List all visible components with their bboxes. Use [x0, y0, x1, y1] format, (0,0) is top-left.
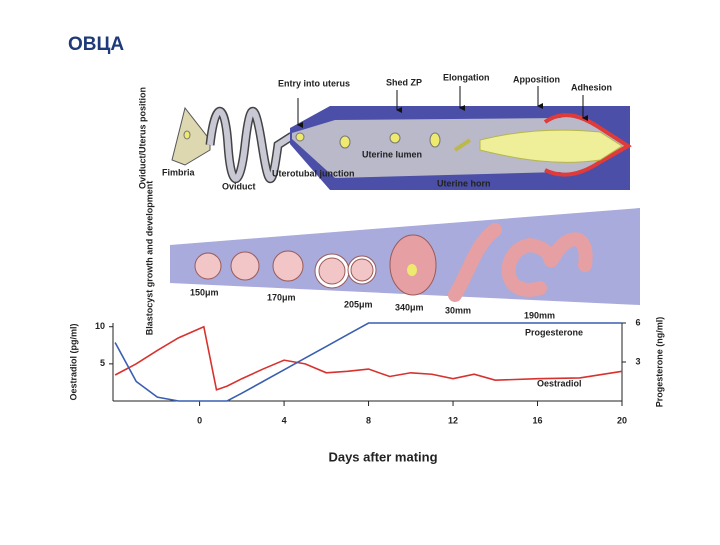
series-label: Oestradiol	[537, 378, 582, 388]
x-tick-label: 0	[197, 415, 202, 425]
label: Shed ZP	[386, 77, 422, 87]
y-tick-label: 5	[100, 358, 105, 368]
series-line	[114, 325, 623, 391]
size-label: 170μm	[267, 292, 296, 302]
label: Entry into uterus	[278, 78, 350, 88]
size-label: 340μm	[395, 302, 424, 312]
series-label: Progesterone	[525, 327, 583, 337]
panel-label: Blastocyst growth and development	[144, 181, 154, 336]
reproductive-tract	[171, 86, 632, 190]
label: Adhesion	[571, 82, 612, 92]
x-tick-label: 4	[282, 415, 287, 425]
x-tick-label: 8	[366, 415, 371, 425]
y2-axis-title: Progesterone (ng/ml)	[654, 317, 664, 408]
label: Oviduct	[222, 181, 256, 191]
label: Elongation	[443, 72, 490, 82]
y-tick-label: 10	[95, 321, 105, 331]
size-label: 30mm	[445, 305, 471, 315]
y2-tick-label: 3	[635, 356, 640, 366]
x-tick-label: 12	[448, 415, 458, 425]
x-axis-title: Days after mating	[328, 449, 437, 464]
blastocyst-panel	[170, 208, 640, 305]
size-label: 190mm	[524, 310, 555, 320]
panel-label: Oviduct/Uterus position	[137, 87, 147, 189]
label: Apposition	[513, 74, 560, 84]
size-label: 150μm	[190, 287, 219, 297]
x-tick-label: 20	[617, 415, 627, 425]
y-axis-title: Oestradiol (pg/ml)	[68, 323, 78, 400]
series-line	[114, 322, 622, 402]
y2-tick-label: 6	[635, 317, 640, 327]
size-label: 205μm	[344, 299, 373, 309]
label: Fimbria	[162, 167, 196, 177]
x-tick-label: 16	[533, 415, 543, 425]
label: Uterotubal junction	[272, 168, 355, 178]
label: Uterine lumen	[362, 149, 422, 159]
label: Uterine horn	[437, 178, 491, 188]
slide-title: ОВЦА	[68, 34, 124, 55]
